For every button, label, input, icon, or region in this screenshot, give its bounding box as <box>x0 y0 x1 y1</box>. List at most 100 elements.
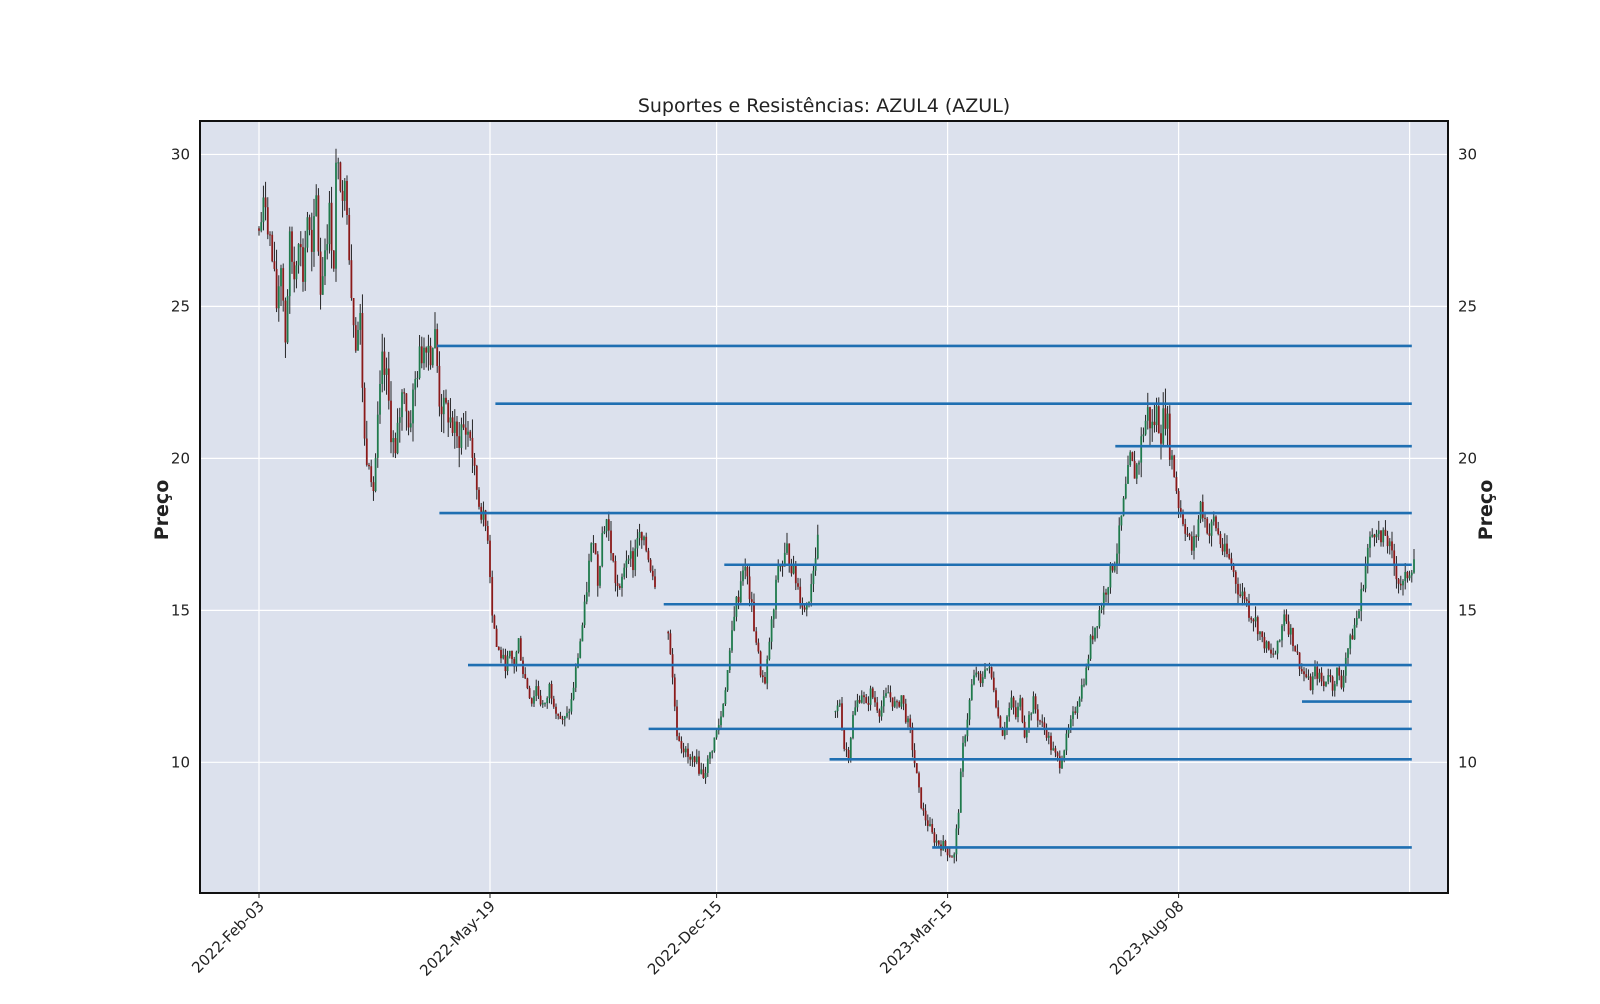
candle-body <box>1333 684 1336 691</box>
candle <box>317 188 320 256</box>
candle <box>500 646 502 664</box>
candle-body <box>394 438 397 454</box>
candle <box>810 573 813 607</box>
candle <box>693 755 696 767</box>
candle <box>506 650 509 676</box>
candle-body <box>1146 407 1149 421</box>
candle <box>852 711 854 740</box>
candle <box>546 696 549 709</box>
candle-body <box>1393 550 1396 566</box>
candle <box>968 698 971 726</box>
candle <box>304 230 307 291</box>
candle-body <box>321 276 324 295</box>
candle-body <box>440 406 443 415</box>
candle-body <box>350 260 353 299</box>
candle-body <box>942 840 945 851</box>
candle-body <box>1113 563 1116 571</box>
candle-body <box>902 695 905 704</box>
candle <box>841 696 843 731</box>
candle-body <box>359 313 362 330</box>
candle-body <box>781 565 784 567</box>
candle-body <box>396 422 399 454</box>
candle <box>1261 631 1264 643</box>
candle-body <box>1223 543 1226 552</box>
candle <box>1353 618 1356 640</box>
candle-body <box>607 519 610 531</box>
candle <box>882 690 885 713</box>
candle-body <box>533 696 535 704</box>
candle <box>948 848 951 858</box>
candle-body <box>524 674 527 679</box>
candle-body <box>304 247 307 282</box>
candle-body <box>1221 544 1224 552</box>
candle <box>834 710 837 719</box>
candle-body <box>1124 483 1127 499</box>
candle <box>537 680 540 700</box>
candle-body <box>1226 543 1228 555</box>
candle <box>783 542 786 567</box>
candle-body <box>988 667 991 669</box>
candle-body <box>1028 714 1030 730</box>
candle-body <box>1122 498 1125 516</box>
candle-body <box>904 703 907 723</box>
candle <box>449 398 452 428</box>
candle <box>944 839 947 853</box>
candle-body <box>948 855 951 857</box>
candle <box>684 746 687 758</box>
candle <box>1230 552 1233 570</box>
candle <box>1164 388 1167 436</box>
x-tick-label: 2023-Aug-08 <box>1106 897 1187 978</box>
candle <box>599 565 601 589</box>
candle-body <box>953 854 956 858</box>
candle-body <box>590 543 593 561</box>
candle-body <box>1168 413 1171 460</box>
candle <box>363 382 366 446</box>
candle <box>469 429 472 441</box>
candle-body <box>975 672 978 676</box>
candle-body <box>1072 711 1074 720</box>
candle-body <box>1076 706 1079 713</box>
candle <box>973 669 975 686</box>
candle-body <box>398 417 401 423</box>
candle <box>462 412 465 431</box>
y-tick-label-left: 15 <box>171 601 190 619</box>
candle-body <box>1177 491 1180 509</box>
candle-body <box>990 667 993 678</box>
candle <box>508 650 511 659</box>
candle <box>955 824 958 862</box>
candle-body <box>722 704 725 717</box>
candle <box>1052 741 1055 751</box>
candle <box>970 679 973 701</box>
candle <box>860 690 863 704</box>
candle <box>1294 645 1297 652</box>
candle <box>288 226 291 314</box>
candle <box>1045 723 1048 741</box>
candle-body <box>445 397 447 403</box>
candle <box>548 682 551 704</box>
candle <box>836 700 839 718</box>
candle-body <box>559 715 562 719</box>
candle-body <box>1208 533 1211 536</box>
candle-body <box>1065 733 1068 751</box>
candle-body <box>852 714 854 738</box>
candle-body <box>1204 517 1206 519</box>
candle <box>579 638 582 659</box>
candle-body <box>1406 571 1409 579</box>
candle <box>1404 563 1407 590</box>
candle-body <box>772 609 775 620</box>
candle-body <box>1404 571 1407 581</box>
candle-body <box>387 368 390 401</box>
candle-body <box>834 711 837 713</box>
candle <box>541 700 544 708</box>
candle <box>1140 427 1143 478</box>
candle <box>585 581 588 605</box>
candle <box>1003 721 1006 740</box>
candle <box>1138 460 1140 475</box>
candle <box>418 335 421 380</box>
candle-body <box>537 686 540 696</box>
candle-body <box>885 693 887 697</box>
candle <box>764 671 766 685</box>
candle <box>361 294 364 403</box>
candle-body <box>931 824 934 833</box>
candle-body <box>676 706 678 737</box>
